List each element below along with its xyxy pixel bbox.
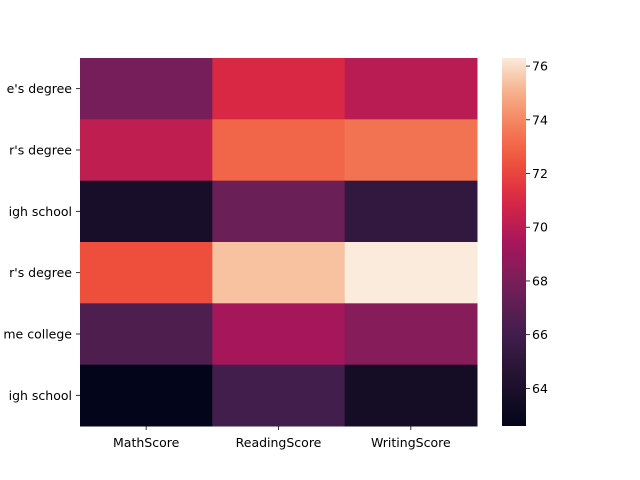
colorbar-tick-label: 76 (532, 59, 548, 74)
heatmap-cells (80, 58, 478, 427)
heatmap-cell (344, 303, 478, 366)
colorbar-tick-label: 66 (532, 327, 548, 342)
heatmap-cell (344, 364, 478, 427)
x-tick-label: MathScore (113, 435, 180, 450)
y-tick-labels: e's degree r's degree igh school r's degree… (3, 81, 80, 403)
colorbar-tick-label: 74 (532, 112, 548, 127)
heatmap-cell (212, 242, 346, 304)
heatmap-cell (80, 303, 213, 366)
heatmap-cell (344, 58, 478, 120)
heatmap-cell (212, 364, 346, 427)
x-tick-label: WritingScore (371, 435, 451, 450)
y-tick-label: r's degree (9, 265, 72, 280)
heatmap-cell (212, 180, 346, 243)
heatmap-cell (212, 58, 346, 120)
colorbar-tick-label: 70 (532, 220, 548, 235)
x-tick-labels: MathScore ReadingScore WritingScore (113, 426, 451, 450)
heatmap-cell (80, 364, 213, 427)
colorbar-tick-labels: 64 66 68 70 72 74 76 (526, 59, 548, 396)
colorbar-tick-label: 64 (532, 381, 548, 396)
heatmap-cell (80, 180, 213, 243)
heatmap-cell (212, 303, 346, 366)
heatmap-cell (212, 119, 346, 182)
heatmap-cell (344, 180, 478, 243)
y-tick-label: igh school (9, 388, 72, 403)
heatmap-cell (80, 58, 213, 120)
heatmap-cell (344, 119, 478, 182)
x-tick-label: ReadingScore (236, 435, 322, 450)
y-tick-label: me college (3, 327, 72, 342)
colorbar (502, 58, 526, 426)
y-tick-label: igh school (9, 204, 72, 219)
y-tick-label: r's degree (9, 143, 72, 158)
heatmap-cell (80, 242, 213, 304)
y-tick-label: e's degree (7, 81, 73, 96)
heatmap-cell (344, 242, 478, 304)
heatmap-cell (80, 119, 213, 182)
colorbar-tick-label: 72 (532, 166, 548, 181)
colorbar-tick-label: 68 (532, 273, 548, 288)
